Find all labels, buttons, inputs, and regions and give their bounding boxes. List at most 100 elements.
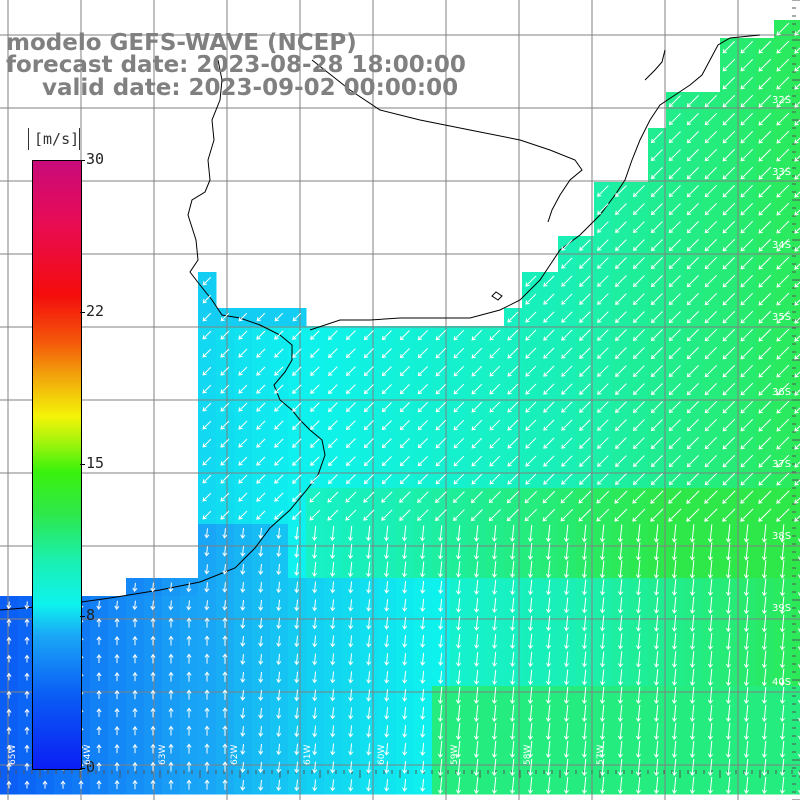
wind-arrowhead (220, 335, 225, 340)
wind-arrowhead (384, 751, 390, 756)
wind-arrowhead (509, 573, 515, 578)
wind-arrowhead (524, 517, 529, 522)
wind-arrowhead (417, 426, 422, 431)
wind-arrow (259, 761, 263, 773)
wind-arrow (579, 275, 591, 287)
wind-arrowhead (794, 103, 799, 108)
wind-arrowhead (707, 627, 713, 632)
wind-arrow (619, 615, 623, 631)
wind-arrowhead (632, 318, 638, 324)
wind-arrow (691, 632, 695, 650)
wind-arrow (238, 402, 248, 412)
wind-arrow (417, 347, 429, 359)
wind-arrow (367, 617, 371, 629)
wind-arrow (493, 704, 497, 722)
wind-arrow (727, 776, 731, 794)
wind-arrow (525, 401, 537, 413)
wind-arrowhead (581, 735, 587, 740)
wind-arrow (651, 383, 663, 395)
wind-arrowhead (650, 499, 655, 504)
wind-arrow (259, 545, 263, 557)
wind-arrow (565, 669, 569, 685)
wind-arrowhead (312, 642, 318, 648)
wind-arrow (740, 454, 754, 468)
wind-arrow (367, 743, 371, 755)
wind-arrowhead (399, 389, 405, 395)
wind-arrow (493, 651, 497, 667)
wind-arrow (170, 600, 172, 610)
wind-arrow (687, 95, 699, 107)
wind-arrowhead (402, 537, 408, 542)
wind-arrowhead (384, 715, 390, 720)
wind-arrow (583, 524, 587, 542)
wind-arrow (529, 722, 533, 740)
wind-arrowhead (653, 591, 659, 596)
wind-arrowhead (614, 517, 619, 522)
wind-arrow (794, 407, 800, 414)
wind-arrowhead (456, 590, 462, 595)
wind-arrow (98, 600, 100, 610)
wind-arrowhead (581, 753, 587, 758)
wind-arrow (704, 220, 718, 234)
wind-arrow (475, 580, 479, 594)
wind-arrowhead (455, 789, 461, 794)
wind-arrow (385, 543, 389, 559)
wind-arrowhead (150, 707, 156, 712)
wind-arrowhead (527, 537, 533, 542)
wind-arrowhead (489, 444, 494, 449)
wind-arrow (633, 347, 645, 359)
wind-arrowhead (776, 175, 781, 180)
wind-arrow (493, 543, 497, 559)
wind-arrowhead (348, 697, 354, 702)
wind-arrow (489, 347, 501, 359)
wind-arrow (547, 597, 551, 613)
wind-arrowhead (455, 537, 462, 542)
wind-arrow (722, 202, 736, 216)
wind-arrowhead (722, 373, 727, 378)
wind-arrow (313, 525, 317, 541)
wind-arrow (763, 632, 767, 650)
wind-arrowhead (615, 480, 620, 485)
speed-cell (792, 272, 800, 291)
wind-arrowhead (78, 780, 84, 785)
wind-arrowhead (689, 699, 695, 704)
wind-arrow (543, 437, 555, 449)
wind-arrowhead (653, 663, 659, 668)
wind-arrow (417, 491, 429, 503)
wind-arrow (704, 382, 718, 396)
wind-arrowhead (204, 570, 210, 575)
wind-arrowhead (689, 574, 695, 579)
wind-arrow (475, 543, 479, 559)
wind-arrow (435, 419, 447, 431)
wind-arrowhead (24, 618, 30, 623)
wind-arrowhead (543, 426, 548, 431)
wind-arrowhead (6, 708, 12, 713)
wind-arrow (776, 364, 790, 378)
wind-arrowhead (758, 67, 763, 72)
wind-arrow (687, 185, 699, 197)
wind-arrow (583, 651, 587, 667)
wind-arrowhead (6, 618, 12, 623)
wind-arrow (507, 329, 519, 341)
wind-arrow (704, 472, 718, 486)
wind-arrowhead (435, 498, 440, 503)
speed-cell (792, 614, 800, 633)
wind-arrow (619, 776, 623, 794)
wind-arrowhead (599, 753, 605, 758)
wind-arrowhead (168, 606, 174, 611)
wind-arrowhead (525, 390, 530, 395)
wind-arrow (328, 402, 338, 412)
wind-arrowhead (725, 681, 731, 687)
wind-arrowhead (761, 574, 767, 579)
wind-arrow (740, 40, 754, 54)
speed-cell (792, 146, 800, 165)
wind-arrow (542, 508, 556, 522)
speed-cell (792, 56, 800, 75)
wind-arrowhead (363, 353, 369, 359)
wind-arrow (651, 365, 663, 377)
wind-arrow (601, 686, 605, 704)
wind-arrow (511, 651, 515, 667)
wind-arrowhead (722, 355, 727, 360)
wind-arrowhead (312, 536, 318, 541)
wind-arrow (597, 221, 609, 233)
